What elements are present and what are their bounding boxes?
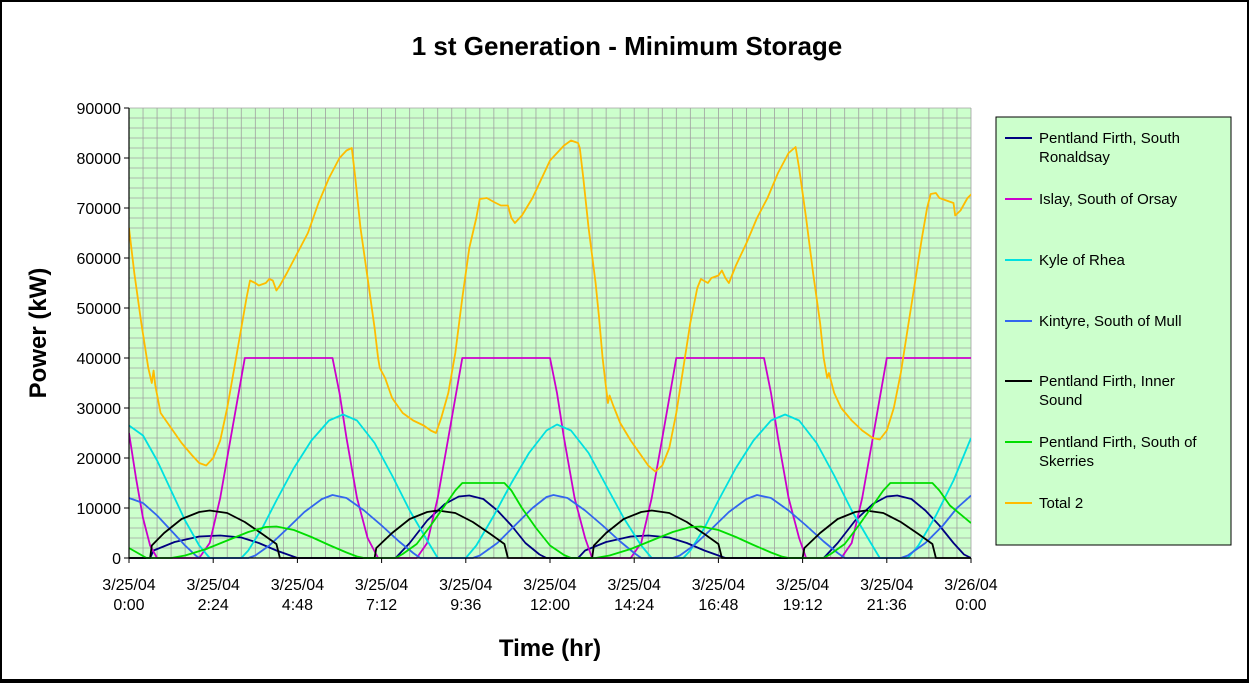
x-tick-label: 3/25/04 12:00 xyxy=(523,577,576,614)
y-axis-title: Power (kW) xyxy=(25,268,52,399)
y-tick-label: 60000 xyxy=(77,251,122,268)
y-tick-label: 90000 xyxy=(77,101,122,118)
series-lines xyxy=(129,139,971,559)
y-tick-labels: 0 10000 20000 30000 40000 50000 60000 70000 8000… xyxy=(77,101,129,568)
series-line-6 xyxy=(129,139,971,473)
legend-label: Pentland Firth, Inner Sound xyxy=(1039,373,1175,409)
x-tick-labels: 3/25/04 0:00 3/25/04 2:24 3/25/04 4:48 3/25/04… xyxy=(102,558,998,614)
legend-entry: Pentland Firth, South Ronaldsay xyxy=(1005,130,1180,166)
legend xyxy=(995,116,1232,546)
y-tick-label: 0 xyxy=(112,551,121,568)
series-line-5 xyxy=(129,482,971,559)
series-line-3 xyxy=(129,494,971,559)
legend-label: Pentland Firth, South of Skerries xyxy=(1039,434,1197,470)
y-tick-label: 50000 xyxy=(77,301,122,318)
x-tick-label: 3/26/04 0:00 xyxy=(944,577,997,614)
grid-lines xyxy=(128,107,972,559)
legend-label: Total 2 xyxy=(1039,495,1083,512)
legend-entry: Total 2 xyxy=(1005,495,1083,512)
y-tick-label: 10000 xyxy=(77,501,122,518)
x-axis-title: Time (hr) xyxy=(499,635,601,662)
chart-title: 1 st Generation - Minimum Storage xyxy=(412,31,843,61)
y-tick-label: 40000 xyxy=(77,351,122,368)
legend-entries: Pentland Firth, South Ronaldsay Islay, Sou… xyxy=(1005,130,1197,512)
x-tick-label: 3/25/04 21:36 xyxy=(860,577,913,614)
legend-entry: Kintyre, South of Mull xyxy=(1005,313,1182,330)
x-tick-label: 3/25/04 14:24 xyxy=(608,577,661,614)
x-tick-label: 3/25/04 0:00 xyxy=(102,577,155,614)
y-tick-label: 20000 xyxy=(77,451,122,468)
legend-entry: Pentland Firth, South of Skerries xyxy=(1005,434,1197,470)
y-tick-label: 80000 xyxy=(77,151,122,168)
x-tick-label: 3/25/04 9:36 xyxy=(439,577,492,614)
y-tick-label: 70000 xyxy=(77,201,122,218)
legend-entry: Pentland Firth, Inner Sound xyxy=(1005,373,1175,409)
legend-label: Pentland Firth, South Ronaldsay xyxy=(1039,130,1180,166)
x-tick-label: 3/25/04 7:12 xyxy=(355,577,408,614)
y-tick-label: 30000 xyxy=(77,401,122,418)
legend-label: Kintyre, South of Mull xyxy=(1039,313,1182,330)
x-tick-label: 3/25/04 4:48 xyxy=(271,577,324,614)
x-tick-label: 3/25/04 2:24 xyxy=(187,577,240,614)
legend-label: Kyle of Rhea xyxy=(1039,252,1126,269)
x-tick-label: 3/25/04 16:48 xyxy=(692,577,745,614)
legend-entry: Kyle of Rhea xyxy=(1005,252,1126,269)
series-line-2 xyxy=(129,413,971,559)
x-tick-label: 3/25/04 19:12 xyxy=(776,577,829,614)
series-line-1 xyxy=(129,357,971,559)
legend-label: Islay, South of Orsay xyxy=(1039,191,1178,208)
legend-entry: Islay, South of Orsay xyxy=(1005,191,1178,208)
